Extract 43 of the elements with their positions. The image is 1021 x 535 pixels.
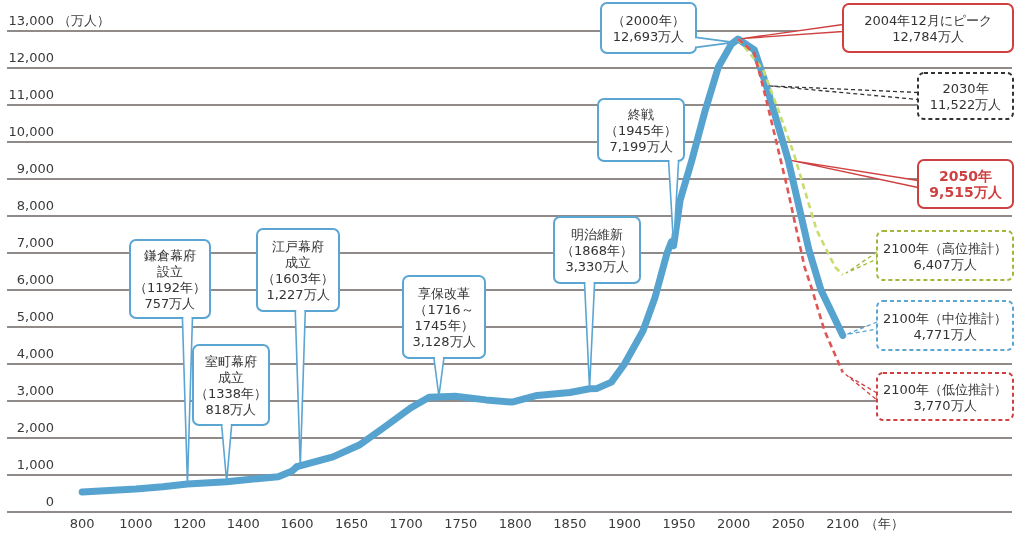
annotation: 江戸幕府成立（1603年）1,227万人 bbox=[261, 239, 335, 302]
y-tick-label: 6,000 bbox=[16, 272, 54, 287]
y-tick-label: 11,000 bbox=[8, 87, 54, 102]
annotation: 2050年9,515万人 bbox=[929, 168, 1003, 200]
annotation: 終戦（1945年）7,199万人 bbox=[604, 107, 678, 154]
y-tick-label: 12,000 bbox=[8, 50, 54, 65]
x-tick-label: 2000 bbox=[717, 516, 751, 531]
x-tick-label: 1650 bbox=[335, 516, 369, 531]
x-axis-title: （年） bbox=[864, 516, 904, 531]
y-tick-label: 13,000 bbox=[8, 13, 54, 28]
x-tick-label: 1700 bbox=[389, 516, 423, 531]
annotation: 2100年（中位推計）4,771万人 bbox=[882, 310, 1008, 342]
x-tick-label: 1400 bbox=[226, 516, 260, 531]
x-tick-label: 1000 bbox=[119, 516, 153, 531]
y-tick-label: 7,000 bbox=[16, 235, 54, 250]
x-tick-label: 2050 bbox=[771, 516, 805, 531]
y-tick-label: 8,000 bbox=[16, 198, 54, 213]
x-tick-label: 1850 bbox=[553, 516, 587, 531]
x-tick-label: 1950 bbox=[662, 516, 696, 531]
y-tick-label: 2,000 bbox=[16, 420, 54, 435]
x-tick-label: 2100 bbox=[826, 516, 860, 531]
x-tick-label: 800 bbox=[69, 516, 95, 531]
annotation: 2030年11,522万人 bbox=[929, 81, 1002, 112]
annotation: 2100年（低位推計）3,770万人 bbox=[882, 381, 1008, 413]
y-tick-label: 0 bbox=[45, 494, 54, 509]
x-tick-label: 1750 bbox=[444, 516, 478, 531]
annotation: 明治維新（1868年）3,330万人 bbox=[560, 227, 634, 274]
annotation: 2100年（高位推計）6,407万人 bbox=[882, 240, 1008, 272]
y-tick-label: 9,000 bbox=[16, 161, 54, 176]
y-axis-title: （万人） bbox=[58, 13, 110, 28]
annotation: 鎌倉幕府設立（1192年）757万人 bbox=[133, 248, 207, 311]
annotation: （2000年）12,693万人 bbox=[612, 13, 685, 44]
y-tick-label: 4,000 bbox=[16, 346, 54, 361]
annotation: 享保改革（1716～1745年）3,128万人 bbox=[412, 286, 476, 349]
y-tick-label: 5,000 bbox=[16, 309, 54, 324]
x-tick-label: 1900 bbox=[607, 516, 642, 531]
x-tick-label: 1200 bbox=[173, 516, 207, 531]
x-tick-label: 1800 bbox=[498, 516, 532, 531]
y-tick-label: 10,000 bbox=[8, 124, 54, 139]
y-tick-label: 1,000 bbox=[16, 457, 54, 472]
y-tick-label: 3,000 bbox=[16, 383, 54, 398]
x-tick-label: 1600 bbox=[280, 516, 314, 531]
annotation: 2004年12月にピーク12,784万人 bbox=[864, 13, 992, 44]
